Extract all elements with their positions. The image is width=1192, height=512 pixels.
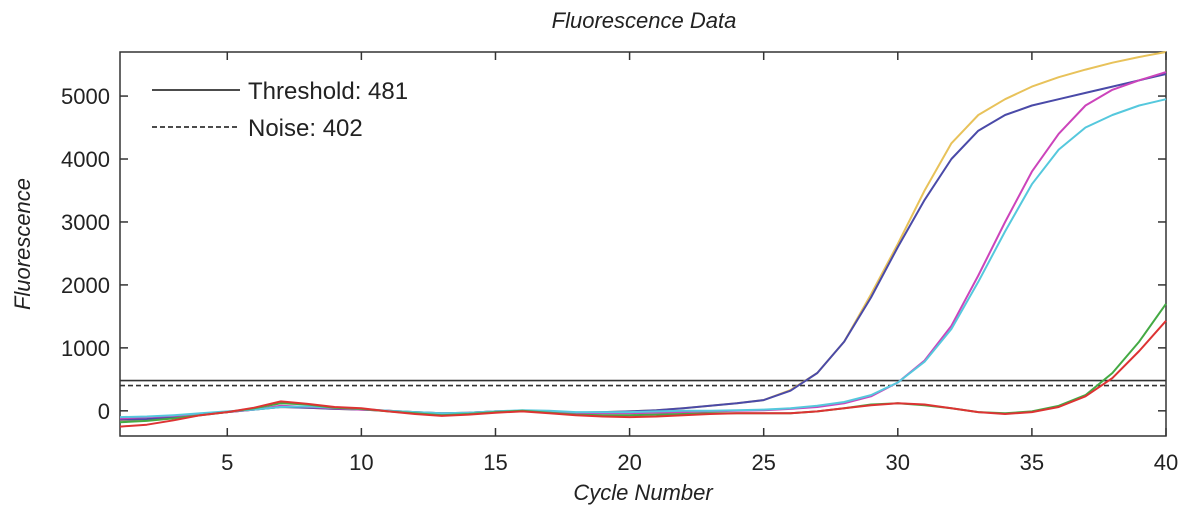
y-tick-label: 4000: [61, 147, 110, 172]
x-tick-label: 40: [1154, 450, 1178, 475]
y-tick-label: 1000: [61, 336, 110, 361]
x-axis-label: Cycle Number: [573, 480, 714, 505]
legend: Threshold: 481 Noise: 402: [152, 78, 408, 142]
y-axis-ticks: 0 1000 2000 3000 4000 5000: [61, 84, 1166, 424]
plot-frame: [119, 51, 1167, 437]
y-tick-label: 3000: [61, 210, 110, 235]
series-line-6: [119, 320, 1167, 428]
x-tick-label: 10: [349, 450, 373, 475]
legend-threshold-label: Threshold: 481: [248, 78, 408, 105]
chart-title: Fluorescence Data: [552, 8, 737, 33]
y-tick-label: 2000: [61, 273, 110, 298]
x-tick-label: 30: [886, 450, 910, 475]
x-tick-label: 25: [751, 450, 775, 475]
x-tick-label: 20: [617, 450, 641, 475]
x-axis-ticks: 5 10 15 20 25 30 35 40: [221, 52, 1178, 475]
legend-noise-label: Noise: 402: [248, 115, 363, 142]
y-tick-label: 0: [98, 399, 110, 424]
x-tick-label: 5: [221, 450, 233, 475]
y-axis-label: Fluorescence: [10, 178, 35, 310]
series-line-4: [119, 98, 1167, 419]
series-line-5: [119, 303, 1167, 424]
data-series: [119, 51, 1167, 428]
reference-lines: [120, 379, 1166, 387]
y-tick-label: 5000: [61, 84, 110, 109]
x-tick-label: 15: [483, 450, 507, 475]
x-tick-label: 35: [1020, 450, 1044, 475]
series-line-1: [119, 51, 1167, 422]
